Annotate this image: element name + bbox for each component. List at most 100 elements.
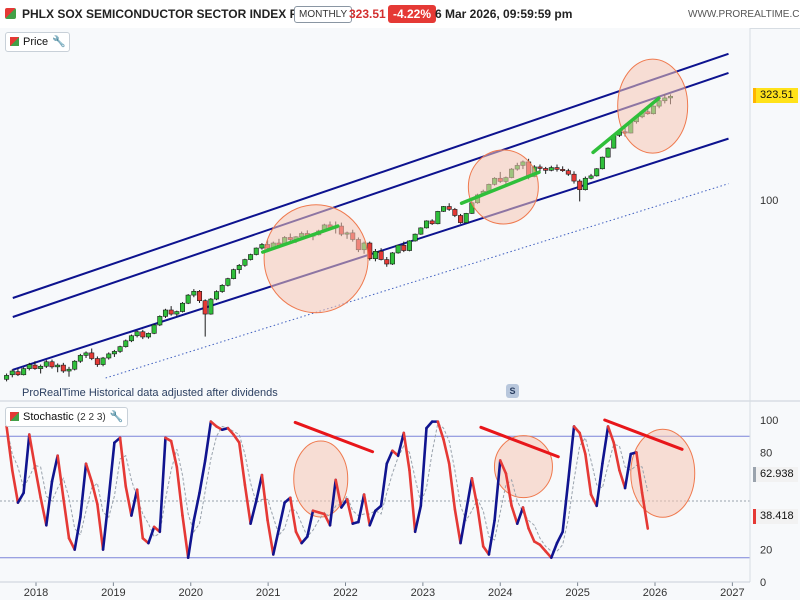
stochastic-k-segment xyxy=(334,478,343,509)
axes: 100 100 80 20 0 2018 2019 2020 2021 2022 2023 2024 2… xyxy=(0,28,778,599)
x-axis-label: 2021 xyxy=(256,587,280,599)
stochastic-k-segment xyxy=(289,496,298,534)
candle-body xyxy=(219,285,225,292)
price-trendline xyxy=(260,224,340,254)
candle-body xyxy=(543,168,549,171)
stochastic-k-segment xyxy=(169,439,179,469)
last-price: 323.51 xyxy=(349,7,386,21)
price-highlight-circle xyxy=(617,58,689,154)
stochastic-k-segment xyxy=(175,465,184,517)
stochastic-k-segment xyxy=(107,441,116,500)
candle-body xyxy=(548,167,554,171)
x-axis-label: 2025 xyxy=(565,587,589,599)
candle-body xyxy=(89,352,95,359)
price-legend[interactable]: Price 🔧 xyxy=(5,32,71,52)
candle-body xyxy=(231,269,237,279)
candle-body xyxy=(111,351,117,355)
stochastic-k-segment xyxy=(237,441,247,487)
stochastic-k-segment xyxy=(357,493,366,524)
candle-body xyxy=(128,335,134,342)
candle-body xyxy=(599,156,605,170)
stochastic-k-segment xyxy=(16,491,25,504)
stochastic-k-segment xyxy=(130,488,139,517)
stochastic-axis-tick: 0 xyxy=(760,577,766,589)
stochastic-k-segment xyxy=(45,480,54,527)
x-axis-label: 2024 xyxy=(488,587,512,599)
candle-body xyxy=(15,371,21,376)
stochastic-k-segment xyxy=(10,468,20,504)
candle-body xyxy=(446,206,452,210)
chart-title: PHLX SOX SEMICONDUCTOR SECTOR INDEX FUN xyxy=(22,7,315,21)
stochastic-k-segment xyxy=(464,477,474,513)
stochastic-k-segment xyxy=(5,425,14,472)
stochastic-k-segment xyxy=(442,438,451,466)
event-s-badge[interactable]: S xyxy=(506,384,519,398)
candle-body xyxy=(26,364,32,369)
last-price-tag: 323.51 xyxy=(753,88,798,103)
stochastic-k-segment xyxy=(515,506,525,525)
x-axis-label: 2018 xyxy=(24,587,48,599)
candle-body xyxy=(94,358,100,365)
wrench-icon[interactable]: 🔧 xyxy=(52,36,66,48)
candle-body xyxy=(191,291,197,296)
candle-body xyxy=(242,259,248,266)
candle-body xyxy=(123,340,129,347)
candle-body xyxy=(66,368,72,372)
stochastic-k-segment xyxy=(328,478,337,527)
stochastic-axis-tick: 20 xyxy=(760,545,772,557)
candle-body xyxy=(423,220,429,229)
stochastic-k-segment xyxy=(39,496,48,527)
stochastic-k-segment xyxy=(527,527,536,543)
stochastic-k-segment xyxy=(277,501,286,530)
stochastic-k-segment xyxy=(402,431,411,472)
stochastic-k-segment xyxy=(459,509,468,545)
candle-body xyxy=(571,173,577,182)
data-footnote: ProRealTime Historical data adjusted aft… xyxy=(22,387,278,399)
candle-body xyxy=(395,244,401,254)
stochastic-k-segment xyxy=(510,504,519,525)
stochastic-k-segment xyxy=(572,425,581,435)
stochastic-k-segment xyxy=(487,519,496,556)
stochastic-plot-area xyxy=(0,402,750,582)
stochastic-k-segment xyxy=(249,499,258,525)
change-badge: -4.22% xyxy=(388,5,437,23)
stochastic-k-segment xyxy=(618,468,627,490)
stochastic-k-segment xyxy=(266,519,275,556)
stochastic-k-segment xyxy=(294,530,303,545)
stochastic-trendline xyxy=(479,425,560,459)
stochastic-d-line xyxy=(6,422,649,552)
candle-body xyxy=(145,333,151,338)
stochastic-legend[interactable]: Stochastic (2 2 3) 🔧 xyxy=(5,407,128,427)
stochastic-swatch-icon xyxy=(10,412,19,421)
stochastic-k-segment xyxy=(345,498,355,525)
stochastic-k-segment xyxy=(62,496,71,540)
candle-body xyxy=(378,251,384,260)
x-axis-label: 2022 xyxy=(333,587,357,599)
candle-body xyxy=(197,291,203,302)
stochastic-k-segment xyxy=(198,459,207,495)
candle-body xyxy=(594,168,600,177)
stochastic-k-segment xyxy=(33,465,42,500)
candle-body xyxy=(38,365,44,369)
stochastic-axis-tick: 100 xyxy=(760,415,778,427)
candle-body xyxy=(253,247,259,255)
period-button[interactable]: MONTHLY xyxy=(294,6,353,23)
x-axis-label: 2026 xyxy=(643,587,667,599)
stochastic-k-segment xyxy=(436,420,445,441)
header-bar: PHLX SOX SEMICONDUCTOR SECTOR INDEX FUN … xyxy=(0,0,800,29)
candle-body xyxy=(463,213,469,223)
stochastic-params: (2 2 3) xyxy=(76,412,106,423)
candle-body xyxy=(106,353,112,359)
stochastic-k-segment xyxy=(84,462,94,483)
stochastic-k-segment xyxy=(232,433,241,444)
stochastic-k-segment xyxy=(260,473,269,522)
candle-body xyxy=(185,294,191,304)
stochastic-k-segment xyxy=(118,436,128,488)
stochastic-k-segment xyxy=(22,433,31,495)
candle-body xyxy=(588,175,594,179)
wrench-icon[interactable]: 🔧 xyxy=(109,411,124,423)
stochastic-k-segment xyxy=(419,426,428,508)
stochastic-highlight-circle xyxy=(630,428,696,518)
stochastic-k-segment xyxy=(453,507,462,545)
